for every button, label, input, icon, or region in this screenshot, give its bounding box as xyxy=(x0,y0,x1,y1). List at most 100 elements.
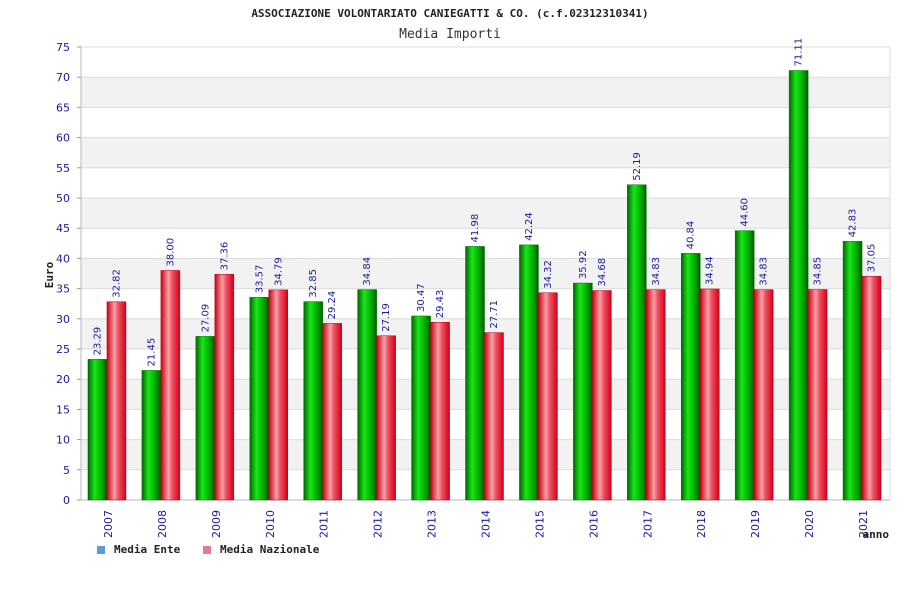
bar-media-ente-2019 xyxy=(734,230,755,501)
bar-media-ente-2011 xyxy=(303,301,323,501)
y-tick-label: 45 xyxy=(56,222,70,235)
bar-media-nazionale-2009 xyxy=(214,274,235,501)
data-label: 44.60 xyxy=(740,198,751,227)
data-label: 37.36 xyxy=(219,242,230,271)
y-tick-label: 75 xyxy=(56,41,70,54)
bar-media-nazionale-2014 xyxy=(484,332,504,501)
legend-swatch-media-nazionale xyxy=(203,546,211,554)
data-label: 40.84 xyxy=(686,221,697,250)
data-label: 30.47 xyxy=(416,283,427,312)
data-label: 52.19 xyxy=(632,152,643,181)
y-tick-label: 60 xyxy=(56,132,70,145)
x-tick-label: 2016 xyxy=(587,510,600,538)
bar-media-nazionale-2012 xyxy=(376,335,396,501)
legend-swatch-media-ente xyxy=(97,546,105,554)
bar-media-nazionale-2015 xyxy=(538,292,558,501)
data-label: 37.05 xyxy=(867,244,878,273)
x-tick-label: 2013 xyxy=(426,510,439,538)
data-label: 32.82 xyxy=(111,269,122,298)
grid-band xyxy=(81,228,890,259)
y-tick-label: 10 xyxy=(56,434,70,447)
y-tick-label: 50 xyxy=(56,192,70,205)
bar-media-ente-2017 xyxy=(627,184,647,501)
data-label: 34.94 xyxy=(705,256,716,285)
grid-band xyxy=(81,167,890,198)
data-label: 27.71 xyxy=(489,300,500,329)
bar-media-ente-2007 xyxy=(87,359,108,501)
y-tick-label: 0 xyxy=(63,494,70,507)
bar-media-ente-2013 xyxy=(411,315,431,501)
data-label: 35.92 xyxy=(578,250,589,279)
grid-band xyxy=(81,198,890,229)
chart-title: ASSOCIAZIONE VOLONTARIATO CANIEGATTI & C… xyxy=(251,7,648,20)
bar-media-ente-2014 xyxy=(465,246,485,501)
data-label: 27.09 xyxy=(200,304,211,333)
y-tick-label: 70 xyxy=(56,71,70,84)
bar-media-ente-2012 xyxy=(357,289,377,501)
data-label: 27.19 xyxy=(381,303,392,332)
data-label: 32.85 xyxy=(308,269,319,298)
legend-label-media-ente: Media Ente xyxy=(114,543,181,556)
data-label: 34.85 xyxy=(813,257,824,286)
x-tick-label: 2018 xyxy=(695,510,708,538)
data-label: 41.98 xyxy=(470,214,481,243)
bar-media-nazionale-2011 xyxy=(322,323,342,501)
bar-media-nazionale-2013 xyxy=(430,321,450,501)
data-label: 42.83 xyxy=(848,209,859,238)
bar-media-ente-2015 xyxy=(519,244,539,501)
y-tick-label: 65 xyxy=(56,101,70,114)
x-tick-label: 2017 xyxy=(641,510,654,538)
y-tick-label: 20 xyxy=(56,373,70,386)
bar-media-nazionale-2016 xyxy=(592,290,612,501)
bar-media-nazionale-2007 xyxy=(106,301,127,501)
y-tick-label: 30 xyxy=(56,313,70,326)
data-label: 38.00 xyxy=(165,238,176,267)
data-label: 34.83 xyxy=(759,257,770,286)
bar-media-nazionale-2019 xyxy=(753,289,774,501)
y-tick-label: 40 xyxy=(56,252,70,265)
bar-media-nazionale-2010 xyxy=(268,289,289,501)
data-label: 21.45 xyxy=(146,338,157,367)
x-tick-label: 2019 xyxy=(749,510,762,538)
y-tick-label: 35 xyxy=(56,283,70,296)
x-tick-label: 2012 xyxy=(372,510,385,538)
x-tick-label: 2009 xyxy=(210,510,223,538)
y-tick-label: 55 xyxy=(56,162,70,175)
x-tick-label: 2014 xyxy=(480,510,493,538)
bar-media-ente-2020 xyxy=(788,70,809,501)
legend-label-media-nazionale: Media Nazionale xyxy=(220,543,320,556)
grid-band xyxy=(81,137,890,168)
bar-media-ente-2009 xyxy=(195,336,216,501)
data-label: 34.84 xyxy=(362,257,373,286)
data-label: 34.32 xyxy=(543,260,554,289)
bar-media-ente-2010 xyxy=(249,296,270,501)
x-tick-label: 2010 xyxy=(264,510,277,538)
data-label: 34.79 xyxy=(273,257,284,286)
bar-media-ente-2016 xyxy=(573,282,593,501)
x-axis-label: anno xyxy=(863,528,890,541)
grid-band xyxy=(81,107,890,138)
data-label: 34.83 xyxy=(651,257,662,286)
chart-subtitle: Media Importi xyxy=(399,27,501,42)
y-tick-label: 25 xyxy=(56,343,70,356)
x-tick-label: 2008 xyxy=(156,510,169,538)
x-tick-label: 2011 xyxy=(318,510,331,538)
bar-media-nazionale-2020 xyxy=(807,289,828,501)
bar-media-ente-2018 xyxy=(680,253,701,501)
data-label: 29.43 xyxy=(435,290,446,319)
bar-media-ente-2008 xyxy=(141,370,162,501)
data-label: 71.11 xyxy=(794,38,805,67)
plot-area: 0 5 10 15 20 25 30 35 40 45 50 55 60 65 70 75 23.29 32.82… xyxy=(56,38,891,538)
bar-media-nazionale-2018 xyxy=(699,288,720,501)
bar-media-nazionale-2017 xyxy=(646,289,666,501)
legend: Media Ente Media Nazionale xyxy=(97,543,320,556)
bar-media-nazionale-2021 xyxy=(861,275,882,501)
data-label: 42.24 xyxy=(524,212,535,241)
x-tick-label: 2020 xyxy=(803,510,816,538)
grid-band xyxy=(81,47,890,78)
grid-band xyxy=(81,77,890,108)
data-label: 23.29 xyxy=(92,327,103,356)
y-tick-label: 15 xyxy=(56,403,70,416)
x-tick-label: 2007 xyxy=(102,510,115,538)
